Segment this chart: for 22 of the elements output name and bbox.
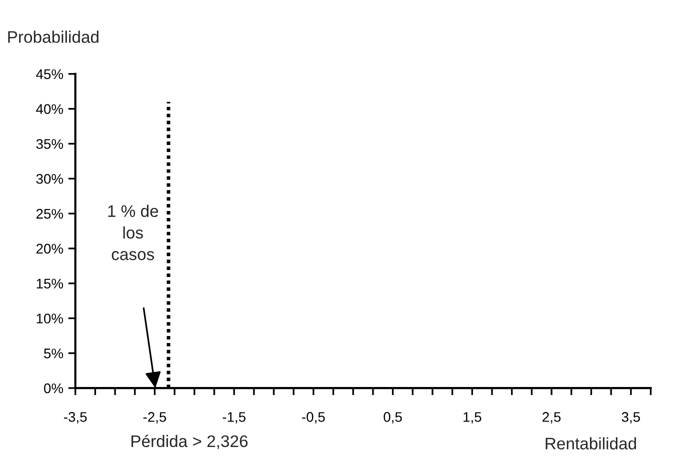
x-tick-label: 3,5 — [622, 412, 640, 424]
text: Pérdida > 2,326 — [132, 434, 248, 450]
y-axis-title: Probabilidad — [8, 30, 98, 43]
x-axis-title: Rentabilidad — [546, 437, 636, 450]
x-tick-label: 2,5 — [542, 412, 561, 424]
x-tick-label: -2,5 — [143, 412, 166, 424]
x-tick-label: -0,5 — [302, 412, 325, 424]
y-tick-label: 35% — [36, 139, 64, 149]
y-tick-label: 15% — [36, 278, 64, 289]
y-tick-label: 0% — [44, 383, 64, 394]
x-tick-label: -3,5 — [64, 412, 87, 424]
y-tick-label: 20% — [36, 244, 64, 254]
annotation: 1 % de los casos — [108, 204, 158, 260]
y-tick-label: 40% — [36, 104, 64, 114]
y-tick-label: 10% — [36, 314, 64, 324]
y-tick-label: 5% — [44, 348, 64, 358]
y-tick-label: 30% — [36, 174, 64, 184]
x-tick-label: 1,5 — [464, 412, 482, 424]
y-tick-label: 45% — [36, 69, 64, 80]
x-tick-label: 0,5 — [384, 412, 402, 424]
x-tick-label: -1,5 — [222, 412, 246, 424]
y-tick-label: 25% — [36, 208, 64, 219]
